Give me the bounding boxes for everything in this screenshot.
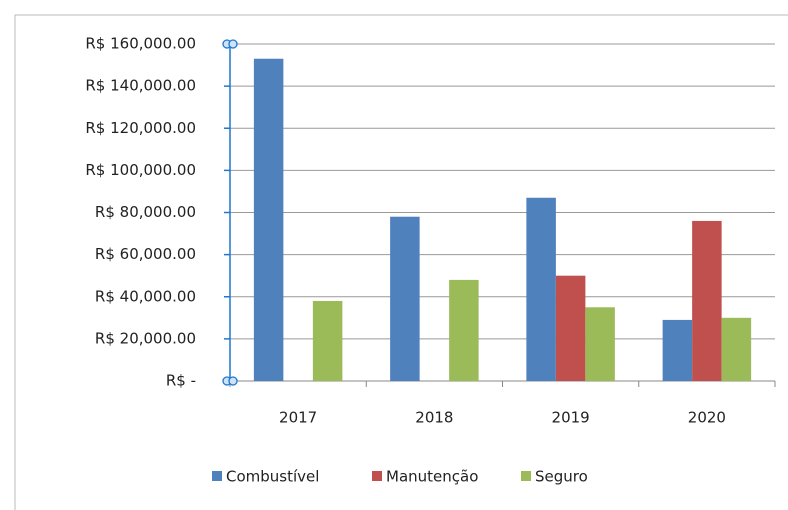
x-tick-label: 2017	[279, 409, 317, 427]
bar	[312, 300, 343, 381]
legend-label: Manutenção	[386, 468, 478, 486]
y-tick-label: R$ 100,000.00	[85, 161, 196, 179]
y-tick-label: R$ 120,000.00	[85, 119, 196, 137]
axis-handle	[228, 39, 238, 49]
chart-frame	[14, 14, 788, 510]
y-tick-label: R$ 160,000.00	[85, 35, 196, 53]
bar	[721, 317, 752, 381]
bar	[692, 220, 722, 381]
legend-swatch	[212, 471, 222, 481]
y-tick-label: R$ 60,000.00	[95, 245, 196, 263]
bar	[390, 216, 420, 381]
bar	[449, 279, 479, 381]
x-tick-label: 2019	[552, 409, 590, 427]
bar	[555, 275, 586, 381]
axis-handle	[228, 376, 238, 386]
bar	[662, 319, 693, 381]
y-tick-label: R$ 140,000.00	[85, 77, 196, 95]
legend-swatch	[372, 471, 382, 481]
y-tick-label: R$ 20,000.00	[95, 329, 196, 347]
legend-swatch	[521, 471, 531, 481]
legend-label: Combustível	[226, 468, 319, 486]
bar	[585, 307, 615, 381]
legend-label: Seguro	[535, 468, 588, 486]
bar	[253, 58, 284, 382]
x-tick-label: 2020	[688, 409, 726, 427]
y-tick-label: R$ 80,000.00	[95, 203, 196, 221]
y-tick-label: R$ -	[166, 372, 196, 390]
bar	[526, 197, 556, 381]
x-tick-label: 2018	[415, 409, 453, 427]
y-tick-label: R$ 40,000.00	[95, 287, 196, 305]
